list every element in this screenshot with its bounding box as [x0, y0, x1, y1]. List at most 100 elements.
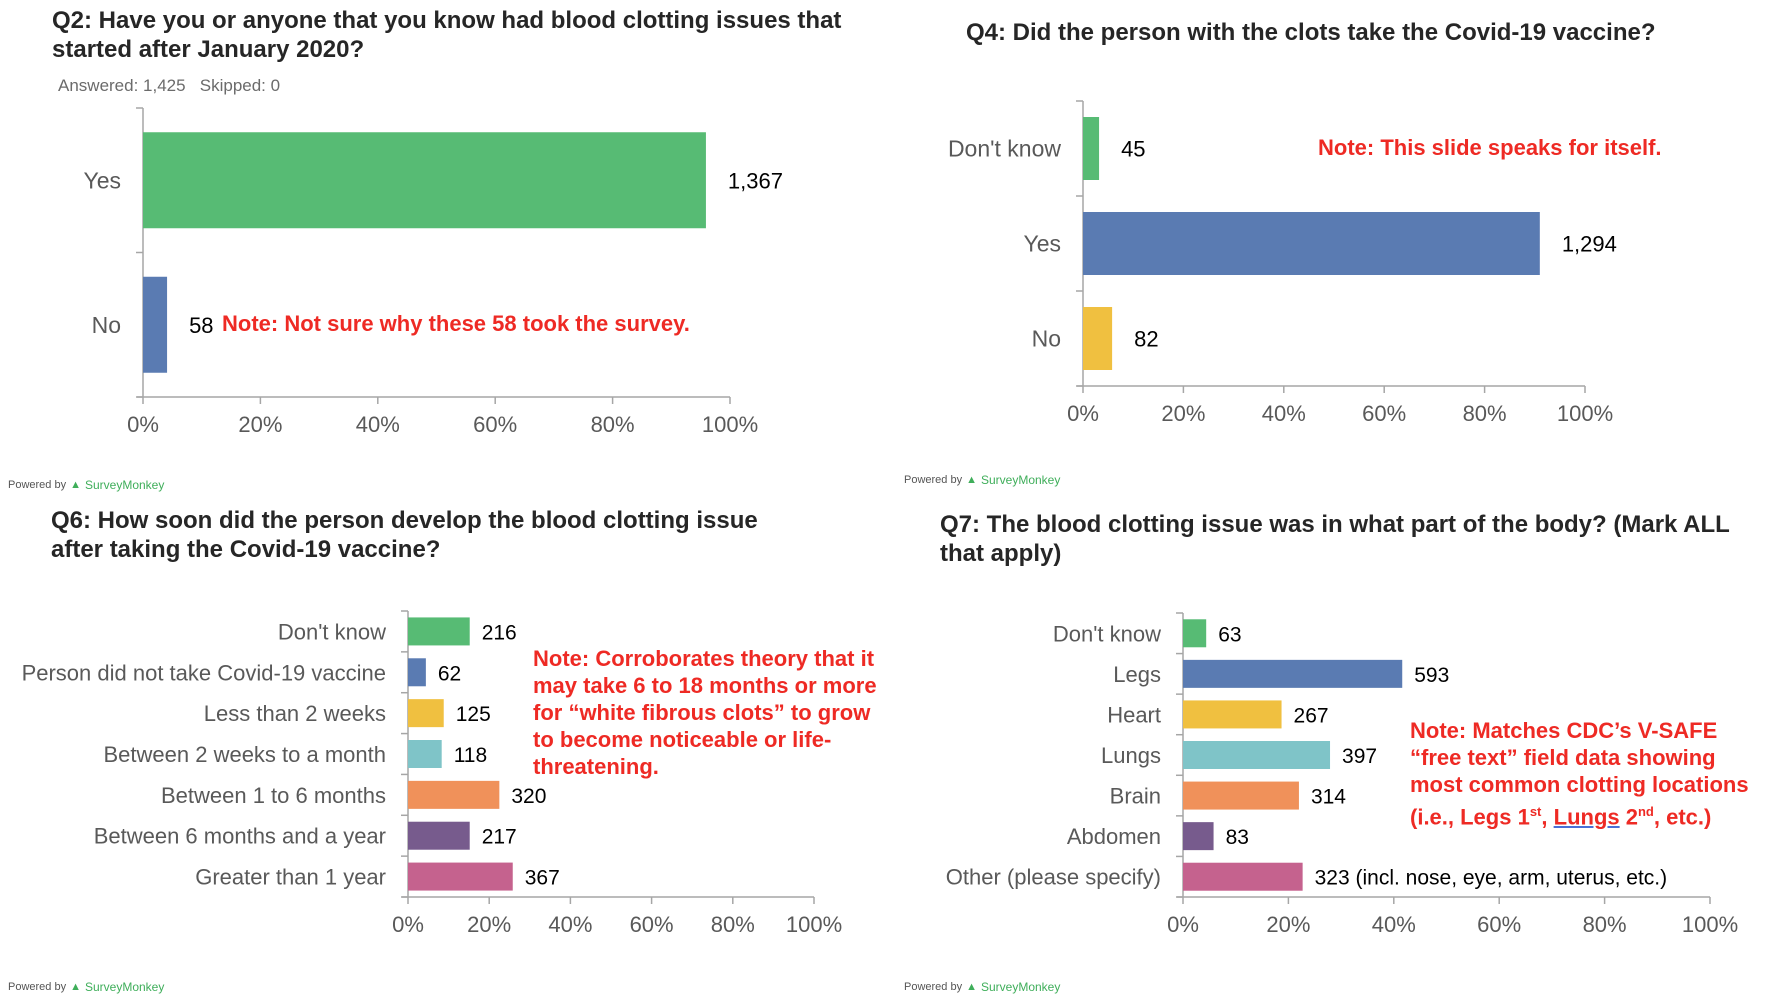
bar [1083, 307, 1113, 370]
category-label: Between 1 to 6 months [161, 783, 386, 808]
bar [408, 780, 500, 809]
value-label: 593 [1414, 664, 1449, 687]
value-label: 323 (incl. nose, eye, arm, uterus, etc.) [1315, 867, 1668, 890]
x-tick-label: 40% [1372, 912, 1416, 937]
category-label: Person did not take Covid-19 vaccine [22, 660, 386, 685]
powered-by-text: Powered by [904, 981, 963, 993]
category-label: No [92, 312, 121, 338]
surveymonkey-logo-icon: ▲ [966, 474, 977, 486]
surveymonkey-logo-icon: ▲ [70, 981, 81, 993]
value-label: 320 [511, 785, 546, 808]
surveymonkey-brand: SurveyMonkey [980, 473, 1061, 487]
category-label: Yes [83, 167, 121, 193]
x-tick-label: 40% [548, 912, 592, 937]
category-label: No [1032, 326, 1061, 352]
bar [408, 821, 470, 850]
x-tick-label: 0% [127, 412, 159, 437]
value-label: 367 [525, 867, 560, 890]
surveymonkey-brand: SurveyMonkey [84, 478, 165, 492]
q2-title: Q2: Have you or anyone that you know had… [52, 7, 842, 63]
category-label: Between 6 months and a year [94, 824, 386, 849]
x-tick-label: 100% [786, 912, 842, 937]
category-label: Don't know [278, 619, 386, 644]
value-label: 118 [454, 744, 487, 767]
category-label: Abdomen [1067, 824, 1161, 849]
powered-by-q4: Powered by ▲ SurveyMonkey [904, 473, 1060, 487]
category-label: Lungs [1101, 743, 1161, 768]
q2-answered-skipped: Answered: 1,425 Skipped: 0 [58, 76, 281, 95]
x-tick-label: 20% [1266, 912, 1310, 937]
category-label: Brain [1110, 784, 1161, 809]
q7-note-line: “free text” field data showing [1410, 745, 1716, 770]
q6-note: Note: Corroborates theory that it may ta… [533, 646, 877, 779]
x-tick-label: 60% [1362, 401, 1406, 426]
x-tick-label: 80% [711, 912, 755, 937]
value-label: 58 [189, 313, 213, 338]
value-label: 314 [1311, 786, 1346, 809]
bar [1183, 700, 1282, 729]
value-label: 1,367 [728, 168, 783, 193]
bar [1083, 212, 1540, 275]
category-label: Don't know [948, 136, 1061, 162]
x-tick-label: 0% [1167, 912, 1199, 937]
bar [408, 699, 444, 728]
q7-note-line: most common clotting locations [1410, 772, 1749, 797]
note-text: (i.e., Legs 1 [1410, 804, 1530, 830]
x-tick-label: 20% [467, 912, 511, 937]
category-label: Don't know [1053, 621, 1161, 646]
bar [143, 132, 706, 229]
bar [1183, 781, 1299, 810]
surveymonkey-brand: SurveyMonkey [980, 980, 1061, 994]
value-label: 216 [482, 621, 517, 644]
q7-title: Q7: The blood clotting issue was in what… [940, 511, 1730, 567]
x-tick-label: 40% [356, 412, 400, 437]
value-label: 45 [1121, 137, 1145, 162]
bar [408, 862, 513, 891]
bar [1183, 822, 1214, 851]
x-tick-label: 80% [1583, 912, 1627, 937]
q4-title: Q4: Did the person with the clots take t… [966, 19, 1656, 46]
value-label: 267 [1294, 704, 1329, 727]
q7-note-line: (i.e., Legs 1st, Lungs 2nd, etc.) [1410, 798, 1749, 830]
value-label: 62 [438, 662, 461, 685]
bar [408, 658, 426, 687]
value-label: 125 [456, 703, 491, 726]
value-label: 63 [1218, 623, 1241, 646]
x-tick-label: 80% [591, 412, 635, 437]
note-text: Lungs [1553, 804, 1620, 830]
x-tick-label: 60% [630, 912, 674, 937]
x-tick-label: 60% [1477, 912, 1521, 937]
category-label: Heart [1107, 702, 1161, 727]
bar [1183, 741, 1331, 769]
x-tick-label: 60% [473, 412, 517, 437]
value-label: 217 [482, 826, 517, 849]
value-label: 1,294 [1562, 232, 1617, 257]
q4-note: Note: This slide speaks for itself. [1318, 135, 1662, 160]
x-tick-label: 80% [1463, 401, 1507, 426]
note-sup: nd [1637, 804, 1654, 819]
bar [1183, 619, 1207, 648]
powered-by-text: Powered by [8, 479, 67, 491]
x-tick-label: 20% [238, 412, 282, 437]
category-label: Between 2 weeks to a month [104, 742, 387, 767]
surveymonkey-logo-icon: ▲ [966, 981, 977, 993]
category-label: Other (please specify) [946, 865, 1161, 890]
bar [143, 276, 168, 373]
x-tick-label: 100% [1557, 401, 1613, 426]
note-text: , [1541, 804, 1554, 830]
value-label: 397 [1342, 745, 1377, 768]
powered-by-text: Powered by [904, 474, 963, 486]
q7-note-line: Note: Matches CDC’s V-SAFE [1410, 718, 1718, 743]
category-label: Yes [1023, 231, 1061, 257]
bar [1183, 862, 1303, 891]
category-label: Legs [1113, 662, 1161, 687]
note-text: 2 [1619, 804, 1638, 830]
x-tick-label: 0% [392, 912, 424, 937]
surveymonkey-logo-icon: ▲ [70, 479, 81, 491]
q2-note: Note: Not sure why these 58 took the sur… [222, 311, 690, 336]
powered-by-q6: Powered by ▲ SurveyMonkey [8, 980, 164, 994]
value-label: 83 [1226, 826, 1249, 849]
note-sup: st [1529, 804, 1542, 819]
powered-by-q7: Powered by ▲ SurveyMonkey [904, 980, 1060, 994]
bar [408, 617, 470, 646]
